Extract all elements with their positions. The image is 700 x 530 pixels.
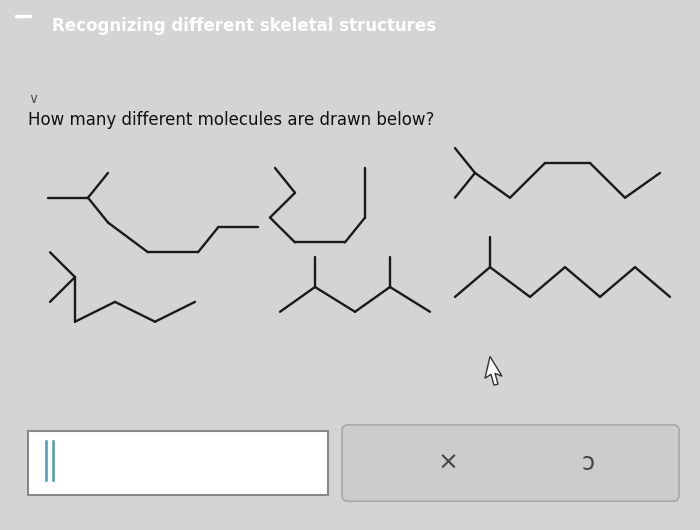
Text: ↄ: ↄ <box>582 451 594 475</box>
Bar <box>28 431 328 496</box>
Text: Recognizing different skeletal structures: Recognizing different skeletal structure… <box>52 17 436 35</box>
Text: ×: × <box>438 451 458 475</box>
FancyBboxPatch shape <box>342 425 679 501</box>
Text: ∨: ∨ <box>28 92 38 105</box>
Text: How many different molecules are drawn below?: How many different molecules are drawn b… <box>28 111 435 129</box>
Polygon shape <box>485 357 502 385</box>
